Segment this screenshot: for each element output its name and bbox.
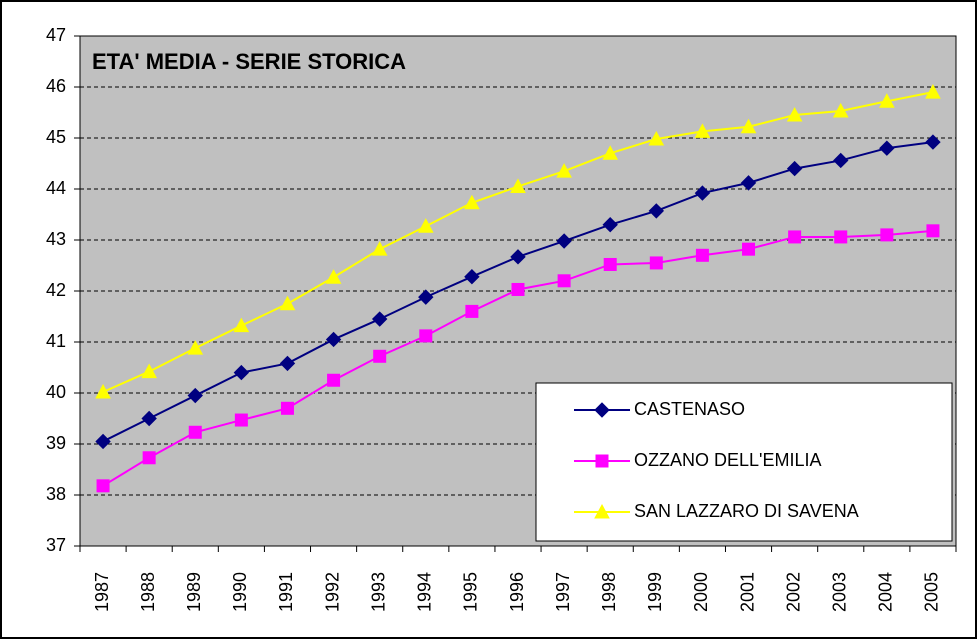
marker <box>510 249 526 265</box>
marker <box>832 102 849 118</box>
marker <box>141 410 157 427</box>
marker <box>187 340 204 355</box>
marker <box>280 401 294 415</box>
x-tick-label: 2005 <box>922 572 942 612</box>
marker <box>141 363 157 379</box>
marker <box>695 248 709 262</box>
marker <box>557 274 571 288</box>
marker <box>325 331 342 348</box>
x-tick-label: 1992 <box>322 572 342 612</box>
marker <box>880 228 894 242</box>
marker <box>742 242 756 256</box>
marker <box>327 373 341 387</box>
marker <box>371 311 388 327</box>
x-tick-label: 1997 <box>553 572 573 612</box>
x-tick-label: 1987 <box>92 572 112 612</box>
x-tick-label: 2003 <box>829 572 849 612</box>
marker <box>95 383 111 399</box>
marker <box>603 257 617 271</box>
y-tick-label: 43 <box>46 229 66 249</box>
marker <box>233 317 250 333</box>
marker <box>879 93 895 108</box>
y-tick-label: 37 <box>46 535 66 555</box>
marker <box>233 364 250 381</box>
marker <box>511 282 525 296</box>
marker <box>740 118 757 134</box>
x-tick-label: 1989 <box>184 572 204 612</box>
marker <box>595 454 609 468</box>
marker <box>556 233 572 249</box>
marker <box>142 451 156 465</box>
x-tick-label: 1993 <box>368 572 388 612</box>
marker <box>833 152 849 169</box>
marker <box>95 433 111 450</box>
x-tick-label: 1995 <box>461 572 481 612</box>
marker <box>648 203 665 219</box>
y-tick-label: 42 <box>46 280 66 300</box>
x-tick-label: 1994 <box>415 572 435 612</box>
marker <box>879 140 895 156</box>
marker <box>740 175 757 191</box>
x-tick-label: 1998 <box>599 572 619 612</box>
legend-label: SAN LAZZARO DI SAVENA <box>634 501 859 521</box>
y-tick-label: 44 <box>46 178 66 198</box>
marker <box>786 106 803 122</box>
legend-label: OZZANO DELL'EMILIA <box>634 450 821 470</box>
y-tick-label: 46 <box>46 76 66 96</box>
marker <box>464 194 480 210</box>
y-tick-label: 39 <box>46 433 66 453</box>
marker <box>234 413 248 427</box>
x-tick-label: 2000 <box>691 572 711 612</box>
marker <box>694 123 711 138</box>
marker <box>188 425 202 439</box>
marker <box>279 295 296 311</box>
marker <box>602 145 619 160</box>
marker <box>786 160 803 177</box>
marker <box>788 230 802 244</box>
y-tick-label: 40 <box>46 382 66 402</box>
y-tick-label: 47 <box>46 25 66 45</box>
marker <box>373 349 387 363</box>
marker <box>96 479 110 493</box>
marker <box>325 269 342 284</box>
marker <box>417 218 434 233</box>
y-tick-label: 38 <box>46 484 66 504</box>
marker <box>464 269 480 285</box>
marker <box>187 387 203 404</box>
x-tick-label: 1999 <box>645 572 665 612</box>
y-tick-label: 45 <box>46 127 66 147</box>
marker <box>594 402 610 418</box>
x-tick-label: 1991 <box>276 572 296 612</box>
marker <box>418 289 434 305</box>
x-tick-label: 2002 <box>783 572 803 612</box>
marker <box>648 130 665 146</box>
marker <box>834 230 848 244</box>
x-tick-label: 1988 <box>138 572 158 612</box>
x-tick-label: 1990 <box>230 572 250 612</box>
marker <box>594 503 610 519</box>
legend-label: CASTENASO <box>634 399 745 419</box>
marker <box>465 304 479 318</box>
marker <box>925 84 941 99</box>
marker <box>510 178 526 193</box>
marker <box>371 241 388 256</box>
marker <box>649 256 663 270</box>
marker <box>602 216 618 233</box>
x-tick-label: 2004 <box>876 572 896 612</box>
x-tick-label: 2001 <box>737 572 757 612</box>
marker <box>279 355 296 372</box>
chart-title: ETA' MEDIA - SERIE STORICA <box>92 49 406 74</box>
x-tick-label: 1996 <box>507 572 527 612</box>
marker <box>556 163 572 178</box>
marker <box>419 329 433 343</box>
marker <box>926 224 940 238</box>
marker <box>694 185 711 201</box>
y-tick-label: 41 <box>46 331 66 351</box>
marker <box>925 134 941 150</box>
